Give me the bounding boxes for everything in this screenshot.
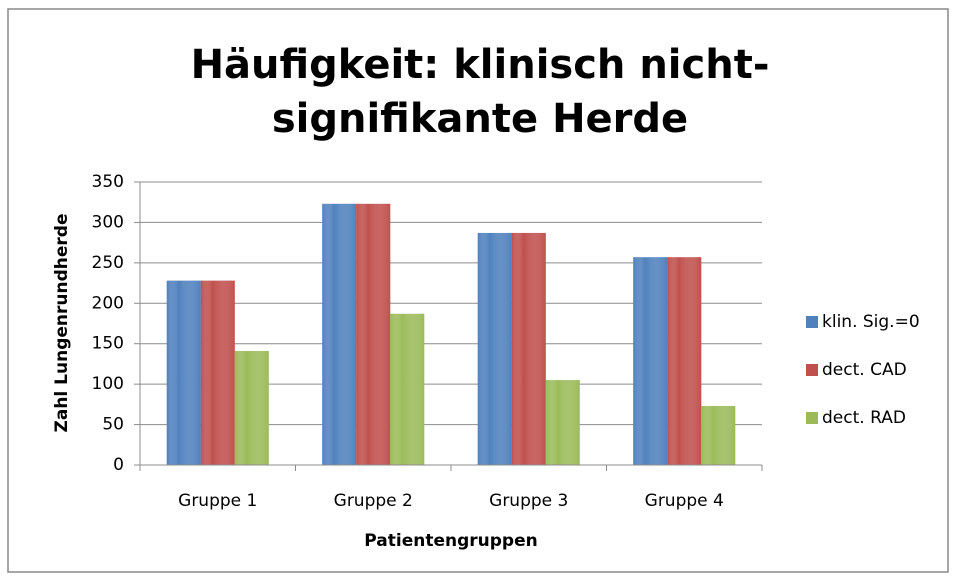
bar bbox=[322, 203, 357, 465]
bar bbox=[234, 350, 269, 465]
y-axis-title: Zahl Lungenrundherde bbox=[52, 214, 72, 433]
x-tick-label: Gruppe 3 bbox=[489, 491, 568, 511]
x-tick-label: Gruppe 1 bbox=[178, 491, 257, 511]
y-tick-label: 250 bbox=[92, 253, 124, 273]
legend-label: klin. Sig.=0 bbox=[822, 312, 920, 332]
legend-swatch bbox=[806, 316, 818, 328]
legend-label: dect. RAD bbox=[822, 408, 906, 428]
legend-swatch bbox=[806, 364, 818, 376]
x-tick-label: Gruppe 2 bbox=[334, 491, 413, 511]
y-tick-label: 150 bbox=[92, 334, 124, 354]
bar bbox=[166, 280, 201, 465]
bar bbox=[667, 257, 702, 465]
y-tick-label: 350 bbox=[92, 172, 124, 192]
y-tick-label: 50 bbox=[102, 415, 124, 435]
x-tick-label: Gruppe 4 bbox=[645, 491, 724, 511]
y-tick-label: 200 bbox=[92, 293, 124, 313]
chart-border bbox=[7, 8, 949, 573]
bar bbox=[633, 257, 668, 465]
bar bbox=[356, 203, 391, 465]
bar bbox=[477, 232, 512, 465]
x-axis-title: Patientengruppen bbox=[364, 531, 537, 551]
y-tick-label: 100 bbox=[92, 374, 124, 394]
bar bbox=[545, 380, 580, 465]
bar bbox=[701, 405, 736, 465]
bar bbox=[511, 232, 546, 465]
bar bbox=[200, 280, 235, 465]
y-tick-label: 0 bbox=[113, 455, 124, 475]
legend-label: dect. CAD bbox=[822, 360, 907, 380]
bar bbox=[390, 313, 425, 465]
chart-title: Häufigkeit: klinisch nicht-signifikante … bbox=[190, 42, 770, 142]
y-tick-label: 300 bbox=[92, 212, 124, 232]
legend-swatch bbox=[806, 412, 818, 424]
